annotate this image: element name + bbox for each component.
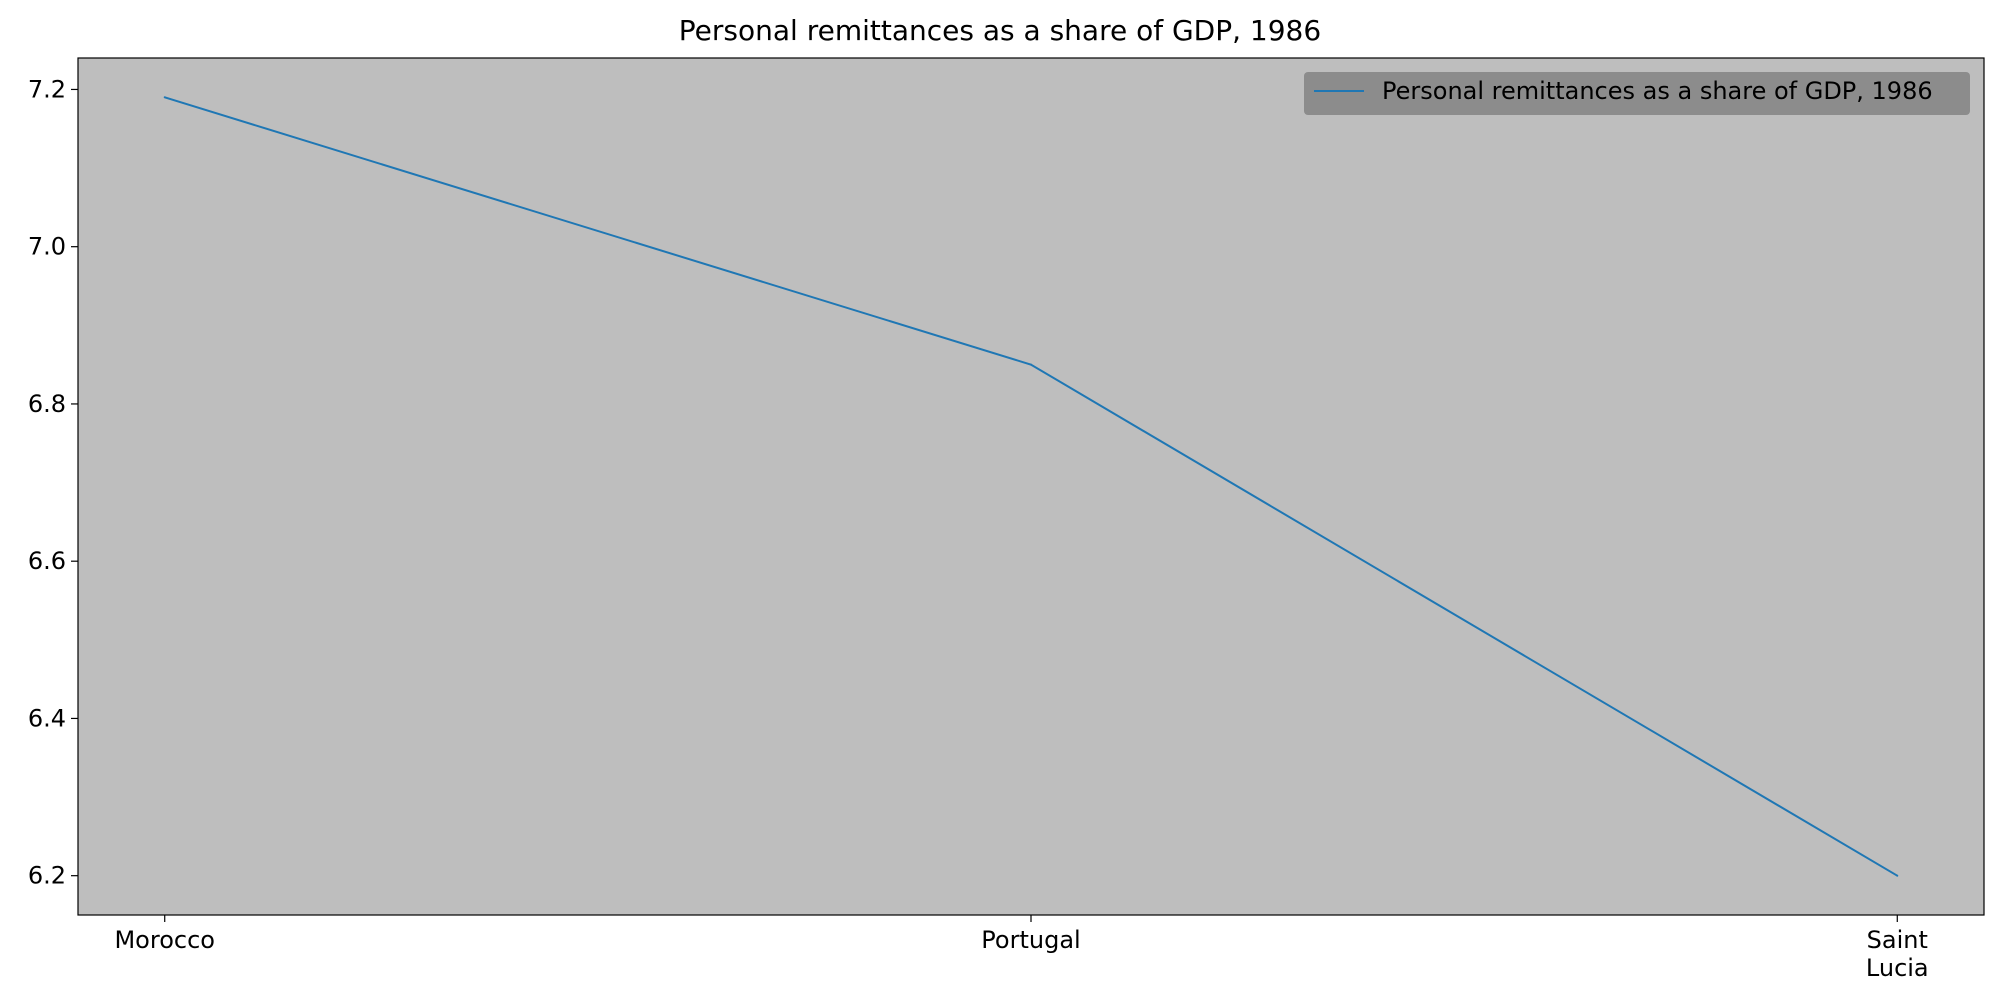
- x-tick-label-line: Saint: [1867, 926, 1928, 954]
- y-axis: 6.2 6.4 6.6 6.8 7.0 7.2: [28, 75, 78, 890]
- x-axis: Morocco Portugal Saint Lucia: [114, 915, 1929, 982]
- legend-label: Personal remittances as a share of GDP, …: [1382, 77, 1933, 105]
- legend-box: [1304, 72, 1970, 115]
- y-tick-label: 7.2: [28, 75, 66, 103]
- y-tick-label: 6.8: [28, 390, 66, 418]
- x-tick-label: Saint Lucia: [1866, 926, 1929, 982]
- x-tick-label-line: Lucia: [1866, 954, 1929, 982]
- x-tick-label-line: Morocco: [114, 926, 215, 954]
- plot-area: [77, 57, 1985, 916]
- data-point: [1896, 874, 1899, 877]
- data-point: [1030, 363, 1032, 366]
- series-layer: [163, 96, 1899, 877]
- y-tick-label: 6.2: [28, 862, 66, 890]
- y-tick-label: 6.4: [28, 704, 66, 732]
- y-tick-label: 7.0: [28, 233, 66, 261]
- legend: Personal remittances as a share of GDP, …: [1304, 72, 1970, 115]
- x-tick-label: Morocco: [114, 926, 215, 954]
- x-tick-label-line: Portugal: [981, 926, 1080, 954]
- x-tick-label: Portugal: [981, 926, 1080, 954]
- y-tick-label: 6.6: [28, 547, 66, 575]
- data-point: [163, 96, 166, 99]
- chart-title: Personal remittances as a share of GDP, …: [679, 14, 1321, 47]
